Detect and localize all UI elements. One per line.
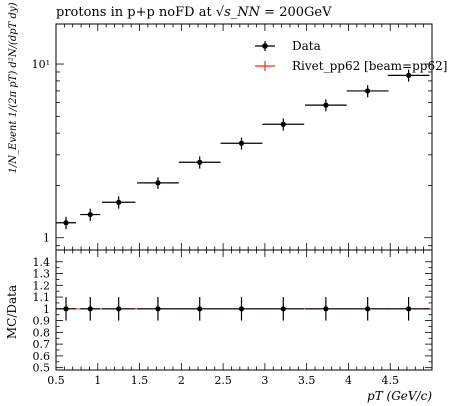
ratio-plot-frame xyxy=(55,249,433,371)
ratio-data-points xyxy=(56,297,430,321)
ratio-point xyxy=(387,297,430,321)
data-point xyxy=(304,99,347,112)
ratio-y-axis-label: MC/Data xyxy=(5,285,19,339)
x-tick-label: 1.5 xyxy=(131,374,149,387)
ratio-y-tick-label: 1.2 xyxy=(33,279,51,292)
main-data-points xyxy=(56,69,430,230)
legend: Data Rivet_pp62 [beam=pp62] xyxy=(255,39,447,73)
ratio-y-tick-label: 1 xyxy=(43,303,50,316)
ratio-point xyxy=(346,297,389,321)
legend-label-rivet: Rivet_pp62 [beam=pp62] xyxy=(292,59,447,73)
x-axis-label: pT (GeV/c) xyxy=(367,389,432,403)
legend-entry-rivet: Rivet_pp62 [beam=pp62] xyxy=(255,59,447,73)
ratio-y-tick-label: 0.9 xyxy=(33,315,51,328)
ratio-y-tick-label: 0.5 xyxy=(33,362,51,375)
ratio-ticks: 0.50.60.70.80.911.11.21.31.4 xyxy=(33,256,432,375)
ratio-point xyxy=(178,297,221,321)
chart-title: protons in p+p noFD at √s_NN = 200GeV xyxy=(56,5,332,20)
data-point xyxy=(346,85,389,98)
x-tick-label: 3 xyxy=(261,374,268,387)
main-plot-frame xyxy=(55,23,433,251)
main-y-ticks: 1 10¹ xyxy=(32,58,432,247)
main-y-axis-label: 1/N_Event 1/(2π pT) d²N/(dpT dy) xyxy=(8,2,19,173)
ratio-point xyxy=(80,297,101,321)
ratio-y-tick-label: 0.6 xyxy=(33,350,51,363)
ratio-point xyxy=(304,297,347,321)
ratio-point xyxy=(137,297,179,321)
data-point xyxy=(137,177,179,189)
x-tick-label: 0.5 xyxy=(47,374,65,387)
x-tick-label: 3.5 xyxy=(298,374,316,387)
data-point xyxy=(387,69,430,82)
y-tick-label: 1 xyxy=(43,232,50,245)
data-point xyxy=(80,208,101,221)
ratio-point xyxy=(56,297,77,321)
x-ticks: 0.5 1 1.5 2 2.5 3 3.5 4 4.5 xyxy=(47,24,433,387)
ratio-y-tick-label: 0.8 xyxy=(33,326,51,339)
x-tick-label: 4 xyxy=(345,374,352,387)
legend-label-data: Data xyxy=(292,39,321,53)
legend-entry-data: Data xyxy=(255,39,321,53)
data-point xyxy=(178,156,221,169)
ratio-point xyxy=(101,297,136,321)
data-point xyxy=(101,196,136,209)
ratio-y-tick-label: 1.4 xyxy=(33,256,51,269)
ratio-y-tick-label: 1.1 xyxy=(33,291,51,304)
x-tick-label: 2 xyxy=(178,374,185,387)
data-point xyxy=(220,137,263,150)
data-point xyxy=(262,118,305,131)
x-tick-label: 4.5 xyxy=(381,374,399,387)
y-tick-label: 10¹ xyxy=(32,58,50,71)
ratio-point xyxy=(220,297,263,321)
data-point xyxy=(56,216,77,230)
x-tick-label: 1 xyxy=(94,374,101,387)
ratio-y-tick-label: 1.3 xyxy=(33,268,51,281)
ratio-point xyxy=(262,297,305,321)
x-tick-label: 2.5 xyxy=(214,374,232,387)
ratio-y-tick-label: 0.7 xyxy=(33,338,51,351)
